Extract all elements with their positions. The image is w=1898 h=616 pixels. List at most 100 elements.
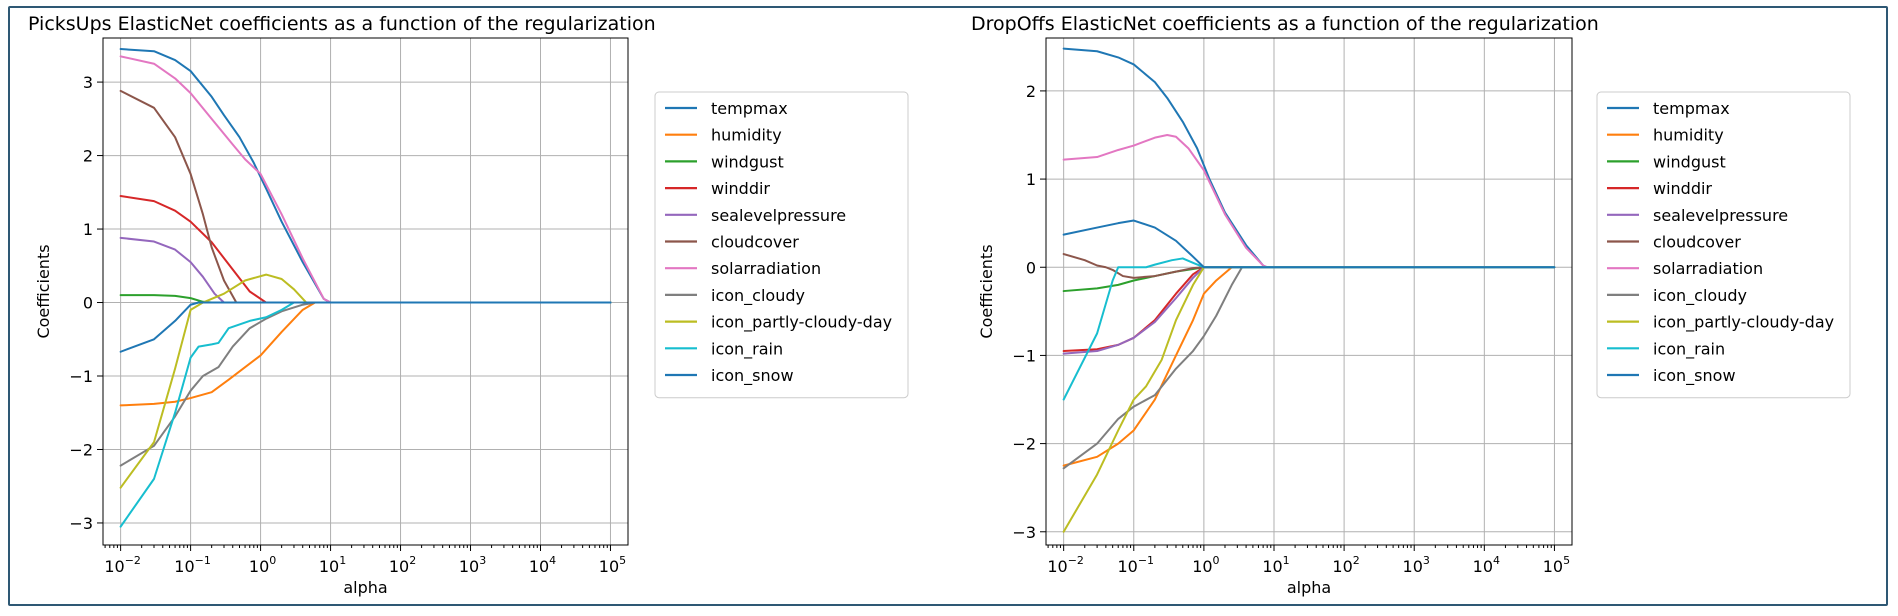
legend-label: icon_partly-cloudy-day <box>711 313 892 333</box>
series-line-solarradiation <box>1062 133 1556 269</box>
legend-label: solarradiation <box>1653 259 1763 278</box>
x-tick-label-exponent: 5 <box>619 554 626 567</box>
x-tick-label-base: 10 <box>389 557 409 576</box>
series-line-windgust <box>119 294 612 304</box>
x-tick-label-base: 10 <box>529 557 549 576</box>
charts-canvas: PicksUps ElasticNet coefficients as a fu… <box>28 13 1851 597</box>
series-line-sealevelpressure <box>1062 266 1556 355</box>
y-tick-label: 0 <box>83 294 93 313</box>
x-tick-label-exponent: 1 <box>1283 554 1290 567</box>
y-tick-label: 1 <box>83 220 93 239</box>
legend-label: icon_snow <box>1653 366 1736 386</box>
series-line-cloudcover <box>1062 253 1556 279</box>
y-tick-label: 1 <box>1026 170 1036 189</box>
series-lines <box>1062 47 1556 533</box>
legend-label: humidity <box>711 126 782 145</box>
x-tick-label-exponent: 3 <box>1423 554 1430 567</box>
x-tick-label-base: 10 <box>599 557 619 576</box>
legend: tempmax humidity windgust winddir sealevelpr… <box>654 91 909 399</box>
legend-label: sealevelpressure <box>1653 206 1788 225</box>
x-tick-label-base: 10 <box>1332 557 1352 576</box>
series-line-humidity <box>119 301 612 407</box>
x-tick-label-exponent: −2 <box>125 554 141 567</box>
series-line-humidity <box>1062 266 1556 467</box>
x-tick-label: 103 <box>1403 554 1430 576</box>
legend-label: icon_rain <box>1653 339 1725 359</box>
chart-2: DropOffs ElasticNet coefficients as a fu… <box>971 13 1851 597</box>
legend-label: icon_partly-cloudy-day <box>1653 313 1834 333</box>
series-lines <box>119 48 612 528</box>
x-tick-label-exponent: 5 <box>1563 554 1570 567</box>
x-tick-label-exponent: 0 <box>269 554 276 567</box>
series-line-sealevelpressure <box>119 236 612 304</box>
x-tick-label-base: 10 <box>104 557 124 576</box>
x-tick-label-exponent: 1 <box>339 554 346 567</box>
x-tick-label: 102 <box>1332 554 1359 576</box>
x-tick-label: 103 <box>459 554 486 576</box>
x-tick-label-exponent: 2 <box>1353 554 1360 567</box>
x-tick-label-exponent: −1 <box>1138 554 1154 567</box>
x-tick-label-base: 10 <box>1473 557 1493 576</box>
x-tick-label-base: 10 <box>1192 557 1212 576</box>
y-axis-label: Coefficients <box>977 244 996 338</box>
plot-area-frame <box>1045 37 1573 546</box>
figure-frame: PicksUps ElasticNet coefficients as a fu… <box>8 6 1888 606</box>
legend-label: windgust <box>1653 152 1726 171</box>
chart-1: PicksUps ElasticNet coefficients as a fu… <box>28 13 909 597</box>
series-line-icon_rain <box>1062 257 1556 401</box>
y-tick-label: 3 <box>83 73 93 92</box>
legend-label: humidity <box>1653 126 1724 145</box>
series-line-icon_cloudy <box>119 301 612 467</box>
legend-box <box>1596 91 1851 399</box>
legend-label: tempmax <box>711 99 788 118</box>
legend-label: icon_snow <box>711 366 794 386</box>
legend-label: tempmax <box>1653 99 1730 118</box>
x-tick-label: 10−2 <box>1047 554 1084 576</box>
series-line-windgust <box>1062 266 1556 293</box>
series-line-icon_partly-cloudy-day <box>119 273 612 489</box>
legend-label: solarradiation <box>711 259 821 278</box>
legend: tempmax humidity windgust winddir sealevelpr… <box>1596 91 1851 399</box>
y-tick-label: 2 <box>1026 82 1036 101</box>
y-tick-label: −2 <box>69 440 93 459</box>
x-tick-label: 101 <box>319 554 346 576</box>
legend-label: cloudcover <box>711 233 799 252</box>
y-tick-label: −2 <box>1012 435 1036 454</box>
x-tick-label: 105 <box>599 554 626 576</box>
legend-label: sealevelpressure <box>711 206 846 225</box>
x-tick-label-base: 10 <box>459 557 479 576</box>
series-line-icon_snow <box>1062 219 1556 269</box>
x-tick-label: 100 <box>249 554 276 576</box>
legend-box <box>654 91 909 399</box>
y-tick-label: 2 <box>83 147 93 166</box>
grid-lines <box>1046 38 1572 545</box>
x-tick-label-base: 10 <box>1117 557 1137 576</box>
legend-label: icon_rain <box>711 339 783 359</box>
chart-title: PicksUps ElasticNet coefficients as a fu… <box>28 13 656 35</box>
y-tick-label: 0 <box>1026 258 1036 277</box>
series-line-solarradiation <box>119 55 612 304</box>
series-line-tempmax <box>1062 47 1556 269</box>
series-line-icon_snow <box>119 301 612 353</box>
x-tick-label-base: 10 <box>1047 557 1067 576</box>
legend-label: icon_cloudy <box>711 286 805 306</box>
x-tick-label-base: 10 <box>1262 557 1282 576</box>
legend-label: windgust <box>711 152 784 171</box>
x-tick-label: 10−1 <box>174 554 211 576</box>
x-tick-label-exponent: 4 <box>549 554 556 567</box>
legend-label: icon_cloudy <box>1653 286 1747 306</box>
x-tick-label-exponent: −2 <box>1068 554 1084 567</box>
y-tick-label: −3 <box>69 514 93 533</box>
series-line-cloudcover <box>119 89 612 304</box>
x-tick-label: 104 <box>1473 554 1500 576</box>
x-tick-label: 10−1 <box>1117 554 1154 576</box>
legend-label: cloudcover <box>1653 233 1741 252</box>
x-axis-label: alpha <box>1287 578 1331 597</box>
y-tick-label: −1 <box>69 367 93 386</box>
x-axis-label: alpha <box>343 578 387 597</box>
series-line-icon_cloudy <box>1062 266 1556 470</box>
x-tick-label: 101 <box>1262 554 1289 576</box>
x-tick-label-base: 10 <box>319 557 339 576</box>
grid-lines <box>103 38 628 545</box>
x-tick-label: 102 <box>389 554 416 576</box>
